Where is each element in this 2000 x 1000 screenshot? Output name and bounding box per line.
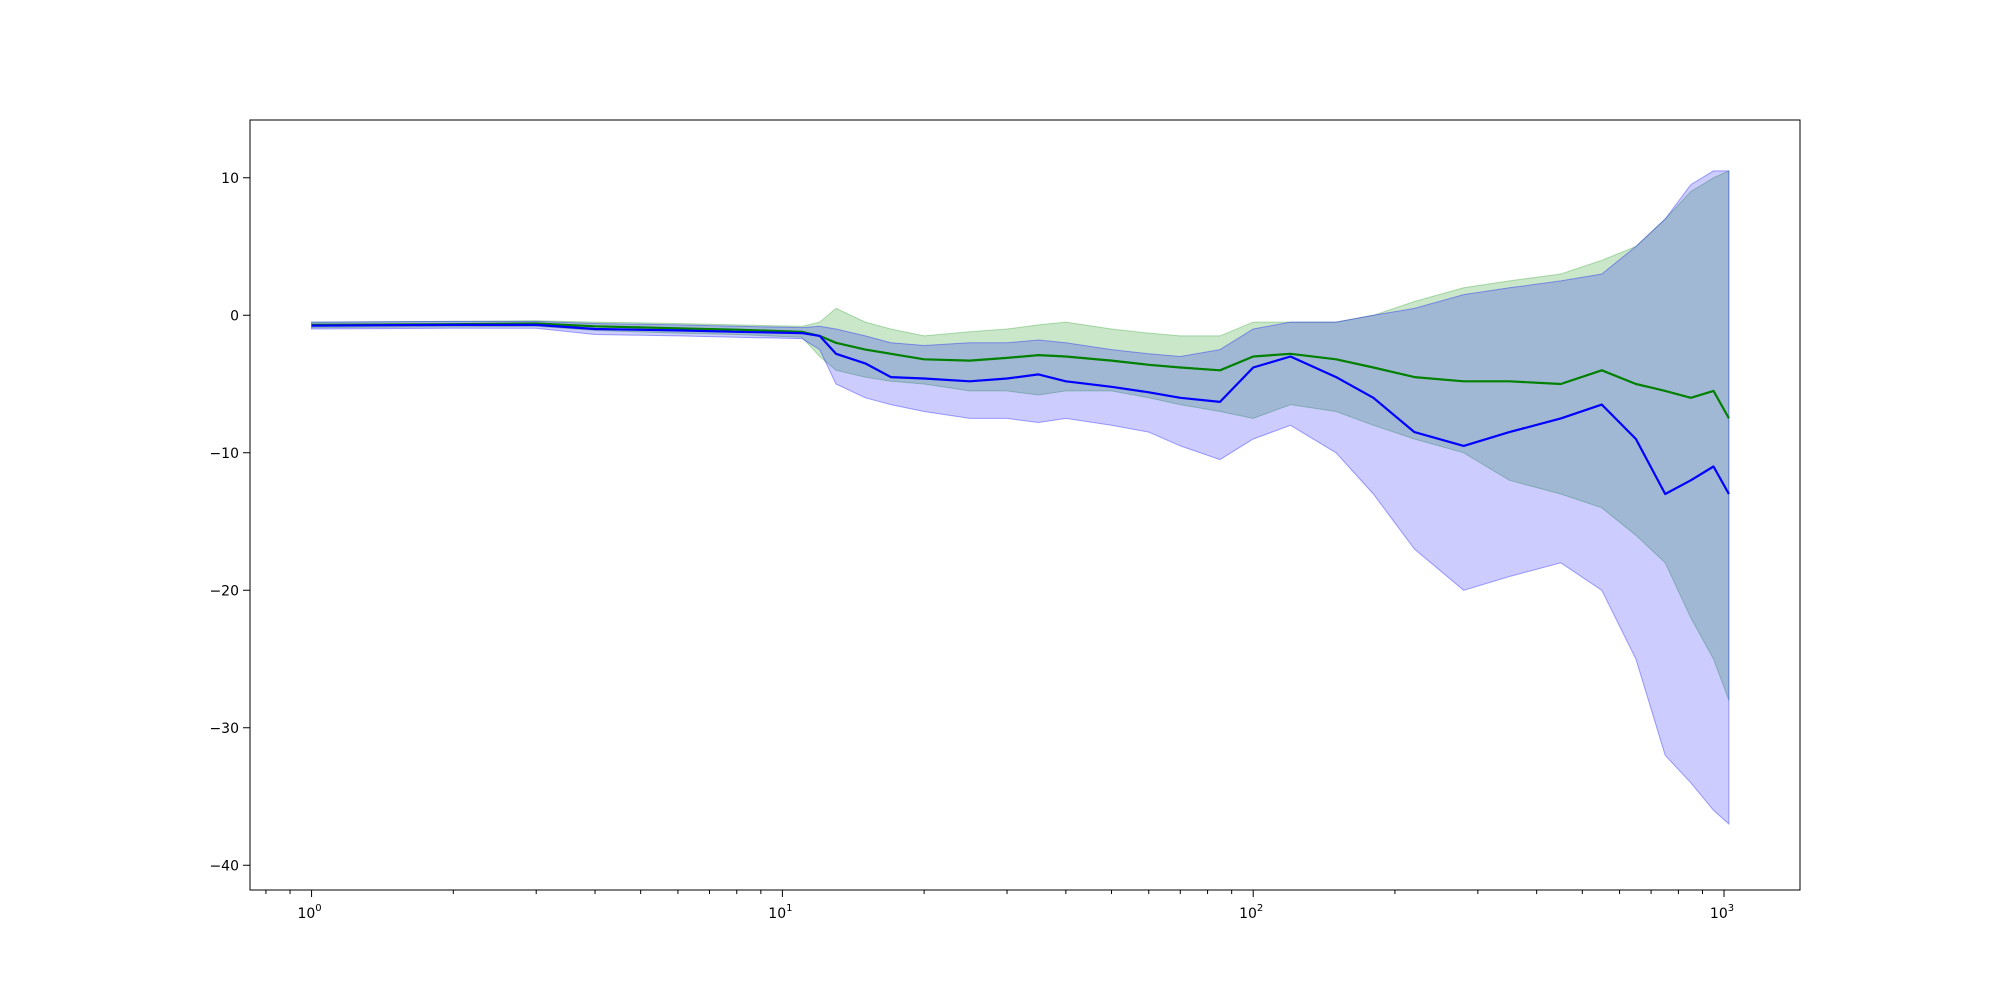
x-tick-label: 100 [297, 903, 321, 922]
series-lines [311, 322, 1730, 496]
y-tick-label: 0 [230, 308, 239, 324]
x-tick-label: 102 [1239, 903, 1263, 922]
y-tick-label: −40 [209, 858, 239, 874]
y-tick-label: −10 [209, 446, 239, 462]
x-tick-label: 103 [1710, 903, 1734, 922]
x-axis: 100 101 102 103 [265, 890, 1734, 922]
y-axis: 10 0 −10 −20 −30 −40 [209, 171, 250, 874]
series-1-line [311, 323, 1730, 496]
y-tick-label: 10 [221, 171, 239, 187]
confidence-bands [311, 170, 1730, 826]
x-tick-label: 101 [768, 903, 792, 922]
series-0-line [311, 322, 1730, 419]
y-tick-label: −20 [209, 583, 239, 599]
y-tick-label: −30 [209, 721, 239, 737]
plot-area-frame [249, 119, 1801, 891]
series-1-band [311, 170, 1730, 826]
series-0-band [311, 170, 1730, 701]
